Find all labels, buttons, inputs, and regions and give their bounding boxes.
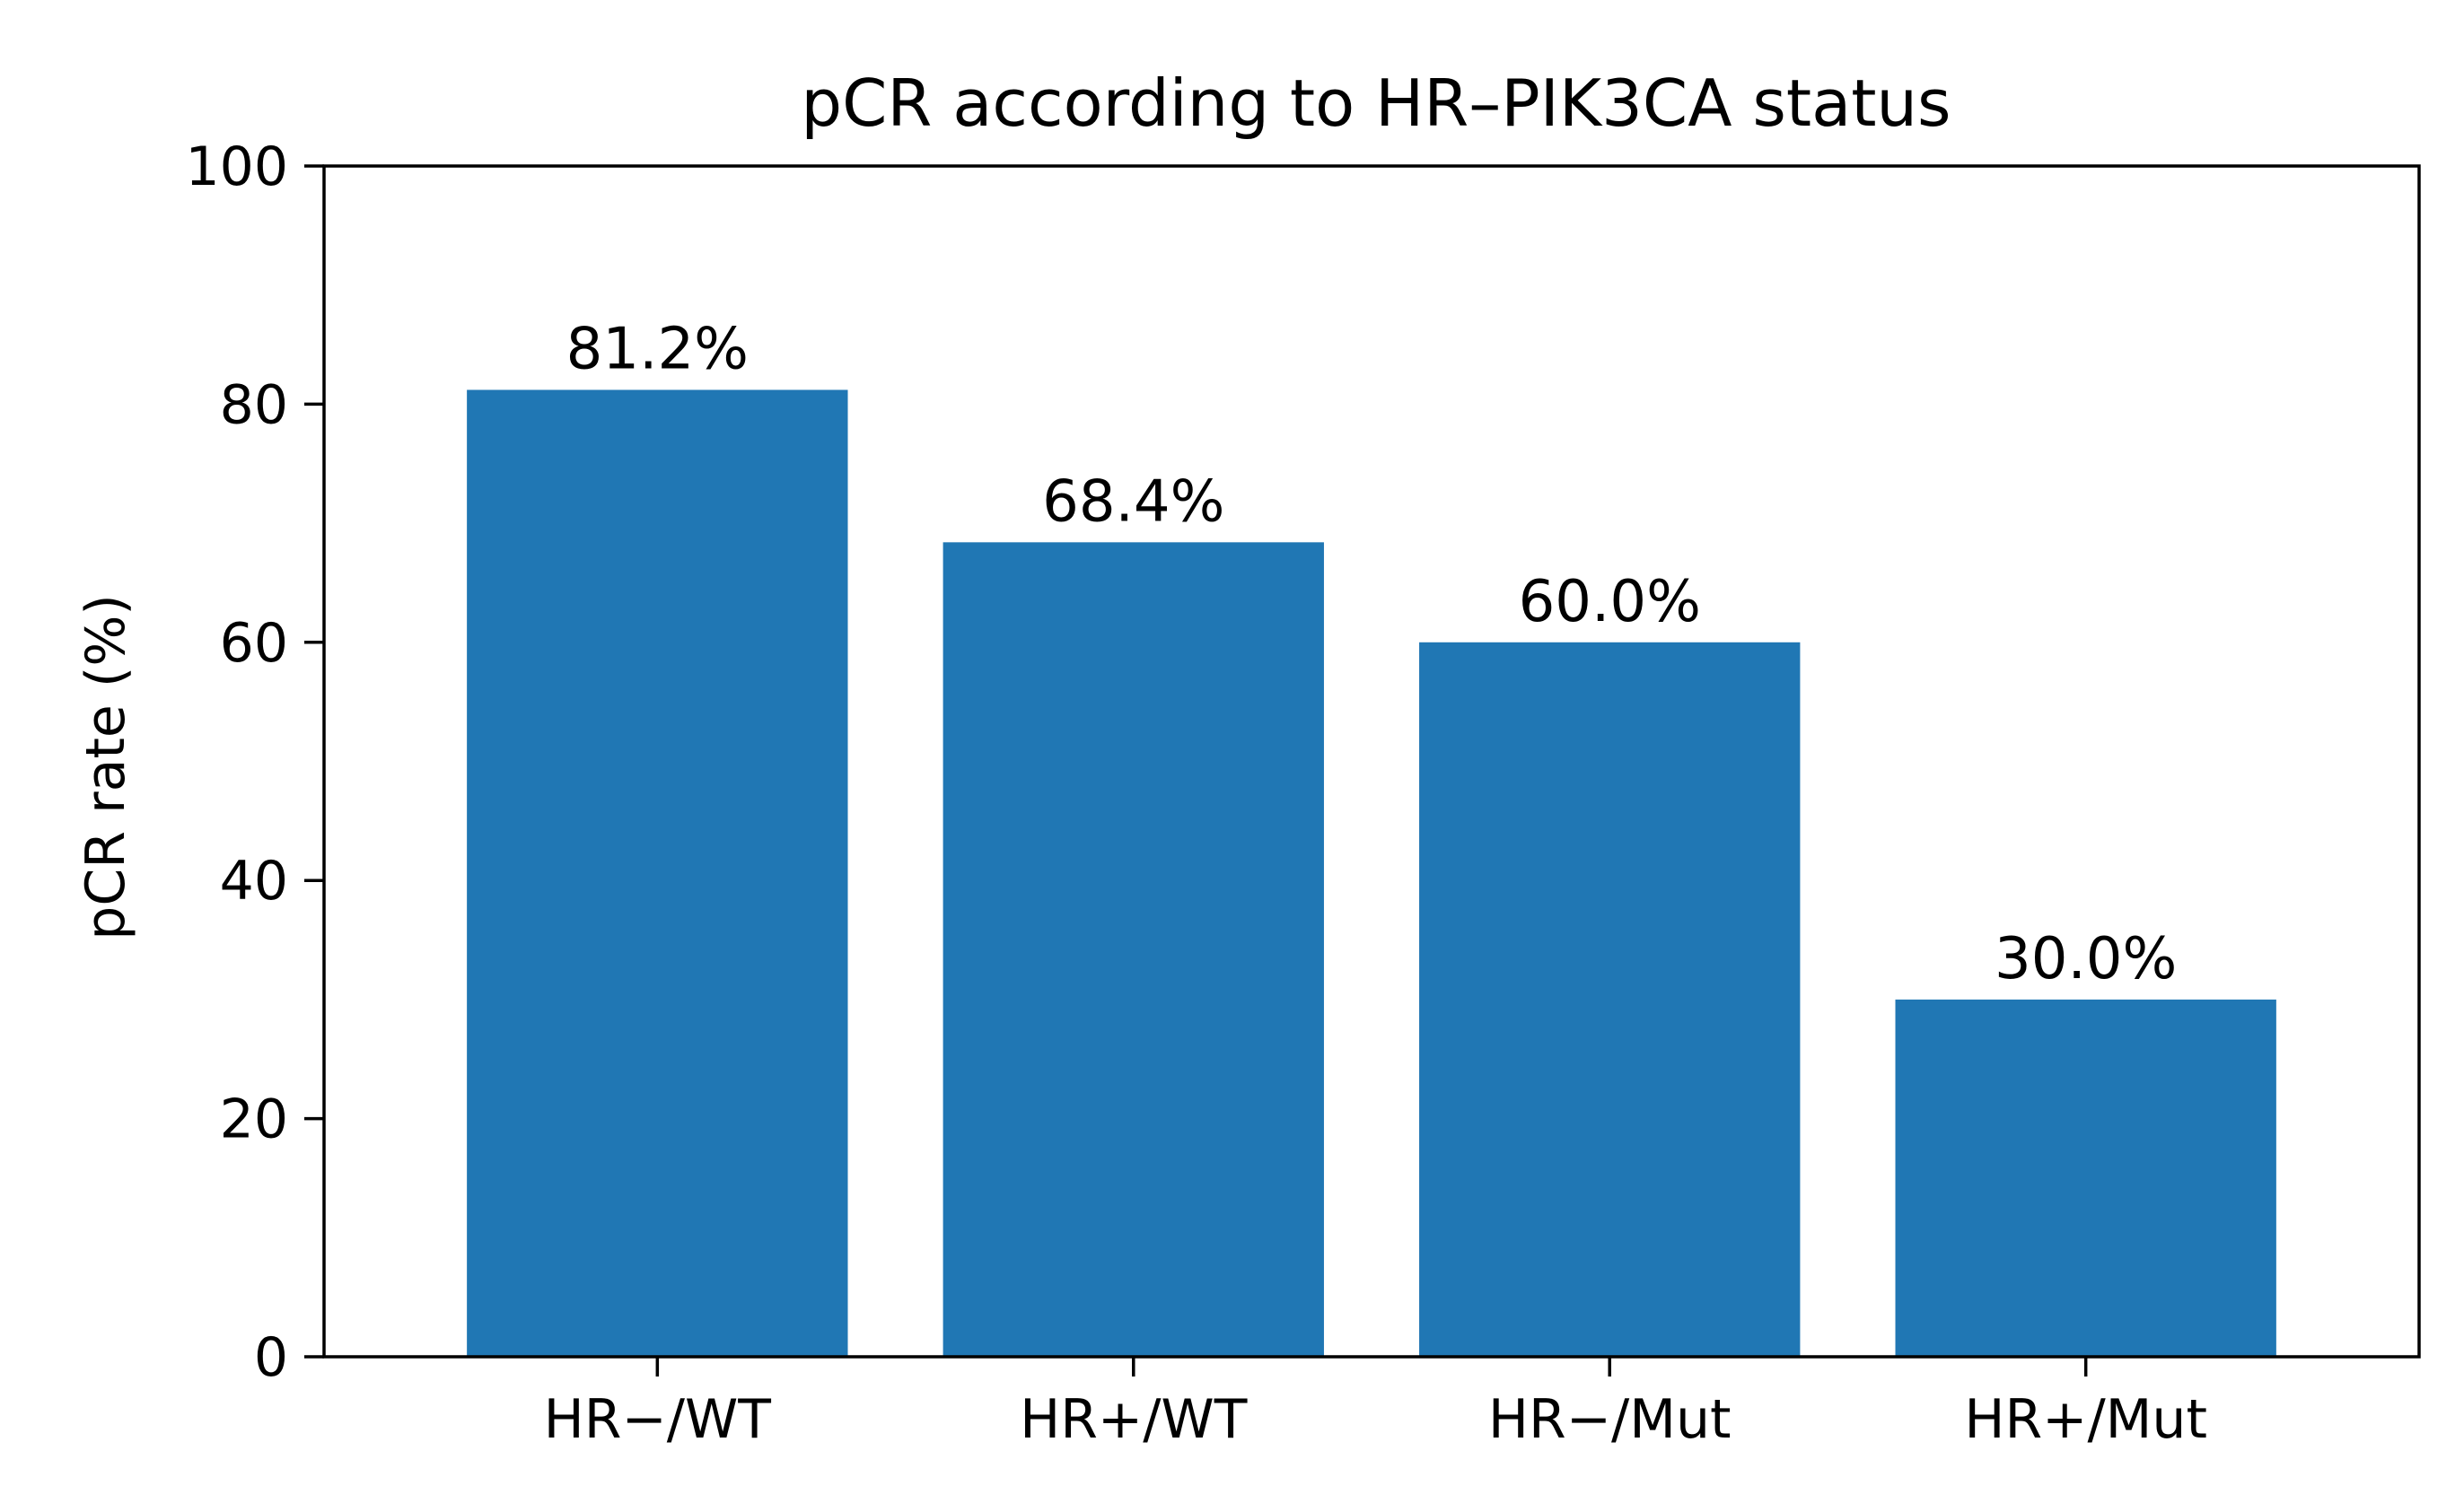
x-tick-label-2: HR+/WT: [1020, 1388, 1248, 1451]
y-tick-label-60: 60: [220, 612, 288, 675]
chart-title: pCR according to HR–PIK3CA status: [801, 66, 1951, 141]
bar-3: [1419, 642, 1801, 1357]
y-tick-label-0: 0: [254, 1326, 288, 1389]
data-label-4: 30.0%: [1995, 926, 2177, 992]
bar-4: [1895, 999, 2276, 1357]
y-tick-label-20: 20: [220, 1088, 288, 1151]
y-axis-label: pCR rate (%): [75, 594, 137, 940]
x-tick-label-4: HR+/Mut: [1964, 1388, 2207, 1451]
y-tick-label-80: 80: [220, 373, 288, 436]
data-label-2: 68.4%: [1042, 468, 1224, 535]
bar-1: [467, 389, 848, 1357]
y-tick-label-40: 40: [220, 850, 288, 913]
plot-frame: [322, 164, 2421, 1359]
data-label-1: 81.2%: [566, 316, 749, 382]
x-tick-label-3: HR−/Mut: [1488, 1388, 1732, 1451]
data-label-3: 60.0%: [1519, 569, 1701, 635]
x-tick-label-1: HR−/WT: [544, 1388, 772, 1451]
bar-2: [943, 542, 1324, 1357]
y-tick-label-100: 100: [185, 135, 288, 198]
plot-area: 81.2% HR−/WT 68.4% HR+/WT 60.0% HR−/Mut 30.0% H…: [185, 135, 2421, 1451]
